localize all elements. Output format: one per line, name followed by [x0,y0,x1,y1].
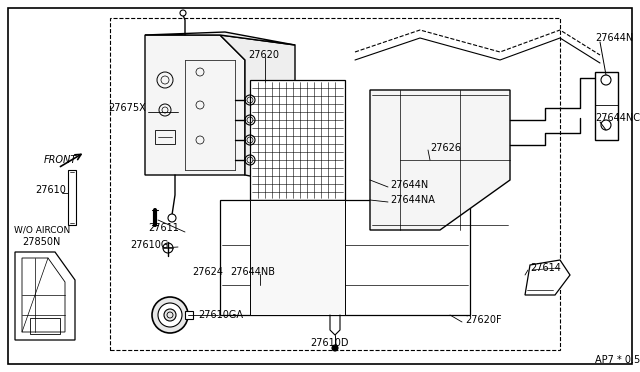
Text: 27675X: 27675X [108,103,146,113]
Text: 27610: 27610 [35,185,66,195]
Bar [250,80,345,200]
Polygon shape [595,72,618,140]
Circle shape [168,214,176,222]
Text: 27644NA: 27644NA [390,195,435,205]
Text: 27610D: 27610D [310,338,349,348]
Text: 27611: 27611 [148,223,179,233]
Bar [185,311,193,319]
Circle shape [158,303,182,327]
Polygon shape [525,260,570,295]
Circle shape [164,309,176,321]
Polygon shape [250,200,345,315]
Bar [68,170,76,225]
Text: 27850N: 27850N [22,237,60,247]
Polygon shape [220,35,295,185]
Text: 27620: 27620 [248,50,279,60]
Text: 27644NB: 27644NB [230,267,275,277]
Text: 27610GA: 27610GA [198,310,243,320]
Text: 27610G: 27610G [130,240,168,250]
Text: 27644NC: 27644NC [595,113,640,123]
Text: 27626: 27626 [430,143,461,153]
Bar [30,318,60,334]
Bar [220,200,470,315]
Text: 27624: 27624 [192,267,223,277]
Polygon shape [145,35,245,175]
Text: 27644N: 27644N [390,180,428,190]
Bar [110,18,560,350]
Text: FRONT: FRONT [44,155,77,165]
Bar [155,130,175,144]
Polygon shape [15,252,75,340]
Circle shape [180,10,186,16]
Text: 27620F: 27620F [465,315,502,325]
Polygon shape [145,32,295,45]
Circle shape [152,297,188,333]
Text: 27644N: 27644N [595,33,633,43]
Polygon shape [370,90,510,230]
Text: 27614: 27614 [530,263,561,273]
Text: W/O AIRCON: W/O AIRCON [14,225,70,234]
Circle shape [332,345,338,351]
Text: AP7 * 0.56: AP7 * 0.56 [595,355,640,365]
